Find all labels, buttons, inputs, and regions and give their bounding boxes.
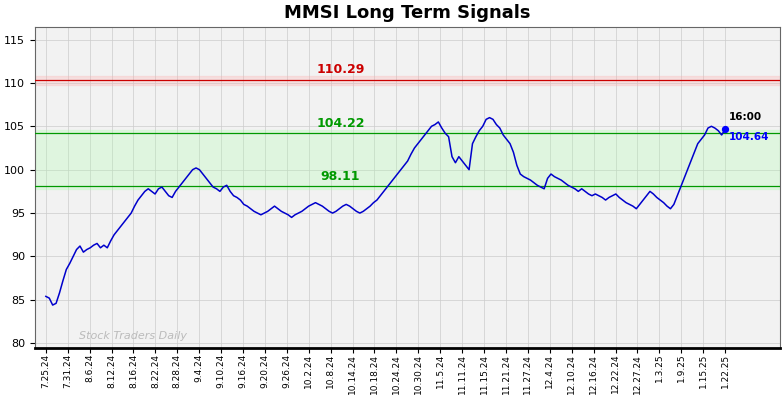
Text: 104.22: 104.22 (316, 117, 365, 131)
Text: 16:00: 16:00 (728, 113, 761, 123)
Text: 110.29: 110.29 (316, 63, 365, 76)
Text: 104.64: 104.64 (728, 132, 769, 142)
Bar (35, 131, 780, 189)
Title: MMSI Long Term Signals: MMSI Long Term Signals (284, 4, 531, 22)
Bar (35, 76, 780, 85)
Point (719, 126, 731, 133)
Text: Stock Traders Daily: Stock Traders Daily (78, 331, 187, 341)
Text: 98.11: 98.11 (321, 170, 360, 183)
